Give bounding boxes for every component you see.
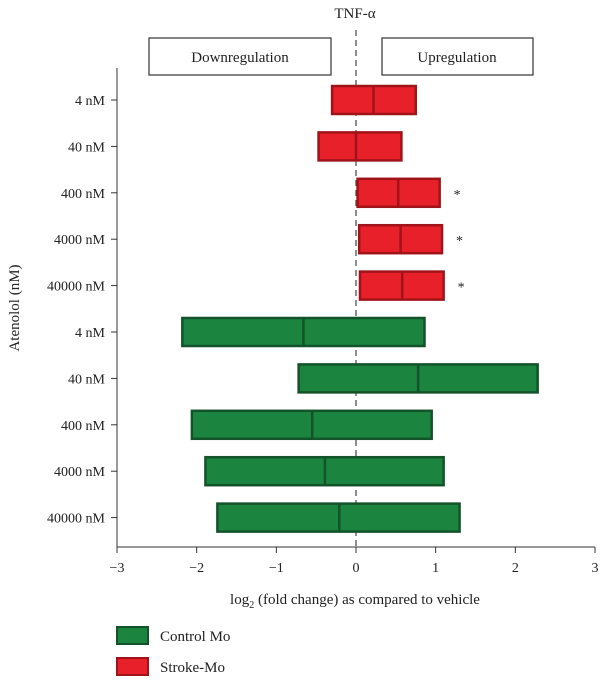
significance-marker: * <box>456 234 463 249</box>
x-axis-title-suffix: (fold change) as compared to vehicle <box>254 592 480 608</box>
x-axis-title: log2 (fold change) as compared to vehicl… <box>230 592 480 611</box>
y-tick-label: 40 nM <box>68 140 106 155</box>
x-tick-label: 2 <box>512 561 519 576</box>
x-axis-title-subscript: 2 <box>249 600 254 611</box>
region-downregulation: Downregulation <box>148 37 332 76</box>
y-tick-label: 40000 nM <box>47 512 106 527</box>
x-tick-label: 1 <box>432 561 439 576</box>
chart-title: TNF-α <box>334 6 375 22</box>
y-tick-label: 4000 nM <box>54 233 106 248</box>
legend-item-stroke-mo: Stroke-Mo <box>116 657 225 676</box>
region-upregulation: Upregulation <box>381 37 534 76</box>
y-tick-label: 400 nM <box>61 419 106 434</box>
region-upregulation-label: Upregulation <box>417 50 497 66</box>
y-tick-label: 4000 nM <box>54 465 106 480</box>
plot-area: −3 −2 −1 0 1 2 3 4 nM 40 nM 400 nM * 4000 nM * 40000 … <box>47 30 599 576</box>
legend-swatch-stroke-mo <box>116 657 149 676</box>
y-axis-title: Atenolol (nM) <box>7 264 23 351</box>
x-tick-label: −3 <box>110 561 125 576</box>
y-tick-label: 4 nM <box>75 94 106 109</box>
legend-swatch-control-mo <box>116 626 149 645</box>
y-tick-label: 400 nM <box>61 187 106 202</box>
x-tick-label: −2 <box>189 561 204 576</box>
x-tick-label: 3 <box>592 561 599 576</box>
y-tick-label: 40000 nM <box>47 280 106 295</box>
bar-stroke-mo <box>317 131 403 162</box>
x-tick-label: −1 <box>269 561 284 576</box>
legend-label-control-mo: Control Mo <box>160 629 230 645</box>
x-axis-title-prefix: log <box>230 592 250 608</box>
significance-marker: * <box>458 281 465 296</box>
y-tick-label: 40 nM <box>68 372 106 387</box>
significance-marker: * <box>454 188 461 203</box>
legend-item-control-mo: Control Mo <box>116 626 230 645</box>
region-downregulation-label: Downregulation <box>191 50 289 66</box>
y-tick-label: 4 nM <box>75 326 106 341</box>
legend: Control Mo Stroke-Mo <box>116 626 230 676</box>
x-tick-label: 0 <box>353 561 360 576</box>
legend-label-stroke-mo: Stroke-Mo <box>160 660 225 676</box>
